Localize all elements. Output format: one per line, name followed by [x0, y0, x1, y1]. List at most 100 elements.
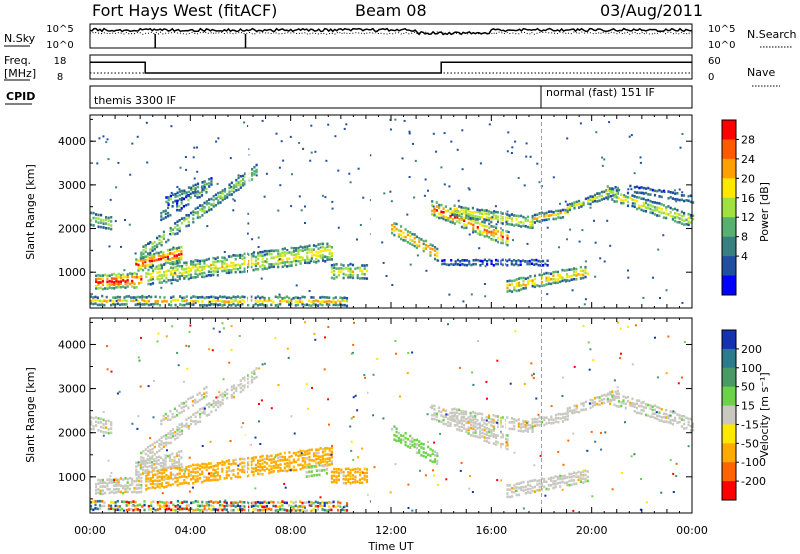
echo-cell — [237, 384, 240, 387]
echo-cell — [522, 221, 525, 224]
echo-cell — [582, 203, 585, 207]
echo-cell — [279, 459, 282, 462]
echo-cell — [297, 458, 300, 461]
echo-cell — [598, 194, 601, 198]
echo-cell — [187, 508, 191, 512]
echo-cell — [194, 276, 197, 279]
echo-cell — [510, 260, 513, 263]
echo-cell — [476, 422, 479, 426]
echo-cell — [219, 401, 222, 404]
range-tick-label: 3000 — [58, 383, 86, 396]
colorbar-tick-label: 16 — [741, 192, 755, 205]
echo-cell — [214, 193, 217, 197]
scatter-cell — [350, 449, 353, 452]
echo-cell — [141, 505, 144, 508]
scatter-cell — [603, 260, 606, 263]
echo-cell — [251, 380, 254, 384]
echo-cell — [108, 481, 111, 484]
echo-cell — [281, 254, 284, 257]
echo-cell — [640, 186, 643, 189]
echo-cell — [295, 253, 298, 256]
echo-cell — [315, 448, 318, 451]
echo-cell — [265, 507, 268, 511]
echo-cell — [460, 412, 463, 415]
echo-cell — [140, 275, 143, 278]
scatter-cell — [419, 469, 421, 472]
scatter-cell — [171, 460, 174, 463]
echo-cell — [635, 411, 639, 415]
echo-cell — [613, 403, 616, 407]
echo-cell — [223, 262, 226, 265]
echo-cell — [219, 194, 222, 198]
echo-cell — [236, 501, 239, 505]
echo-cell — [214, 478, 217, 482]
echo-cell — [203, 180, 206, 183]
echo-cell — [158, 234, 161, 238]
echo-cell — [418, 451, 421, 454]
echo-cell — [101, 303, 104, 306]
echo-cell — [107, 299, 110, 303]
echo-cell — [476, 221, 479, 225]
echo-cell — [281, 500, 284, 503]
scatter-cell — [298, 141, 301, 144]
echo-cell — [510, 427, 513, 431]
scatter-cell — [278, 166, 281, 169]
echo-cell — [522, 480, 525, 484]
echo-cell — [160, 264, 163, 268]
echo-cell — [631, 204, 634, 208]
echo-cell — [158, 238, 161, 242]
echo-cell — [243, 262, 246, 266]
echo-cell — [185, 425, 188, 428]
echo-cell — [294, 304, 297, 307]
echo-cell — [191, 404, 194, 407]
echo-cell — [515, 282, 518, 285]
echo-cell — [347, 267, 350, 270]
echo-cell — [406, 241, 409, 244]
echo-cell — [232, 295, 235, 299]
echo-cell — [210, 300, 213, 303]
echo-cell — [156, 243, 159, 247]
echo-cell — [526, 215, 530, 219]
echo-cell — [254, 268, 257, 271]
echo-cell — [94, 503, 97, 507]
echo-cell — [340, 270, 343, 273]
echo-cell — [288, 462, 291, 465]
echo-cell — [333, 269, 336, 273]
echo-cell — [189, 470, 193, 474]
echo-cell — [105, 419, 108, 423]
echo-cell — [296, 303, 300, 307]
echo-cell — [326, 447, 329, 450]
echo-cell — [92, 216, 95, 220]
echo-cell — [242, 174, 245, 178]
echo-cell — [531, 430, 534, 434]
echo-cell — [283, 451, 286, 455]
scatter-cell — [532, 372, 535, 375]
time-tick-label: 08:00 — [275, 524, 307, 537]
echo-cell — [214, 403, 217, 407]
scatter-cell — [224, 499, 227, 502]
scatter-cell — [310, 124, 313, 127]
echo-cell — [546, 264, 549, 267]
echo-cell — [179, 501, 182, 504]
echo-cell — [506, 230, 509, 233]
echo-cell — [156, 267, 159, 270]
echo-cell — [676, 198, 679, 201]
scatter-cell — [354, 394, 357, 397]
echo-cell — [649, 211, 652, 214]
echo-cell — [527, 480, 530, 484]
echo-cell — [117, 484, 120, 487]
echo-cell — [578, 206, 581, 209]
echo-cell — [501, 218, 504, 222]
echo-cell — [508, 488, 511, 491]
echo-cell — [467, 217, 470, 220]
echo-cell — [554, 482, 557, 486]
echo-cell — [187, 270, 190, 273]
scatter-cell — [308, 290, 311, 292]
echo-cell — [104, 273, 107, 277]
scatter-cell — [145, 121, 148, 124]
echo-cell — [341, 508, 344, 511]
scatter-cell — [260, 277, 263, 280]
echo-cell — [472, 427, 475, 430]
echo-cell — [550, 213, 553, 217]
